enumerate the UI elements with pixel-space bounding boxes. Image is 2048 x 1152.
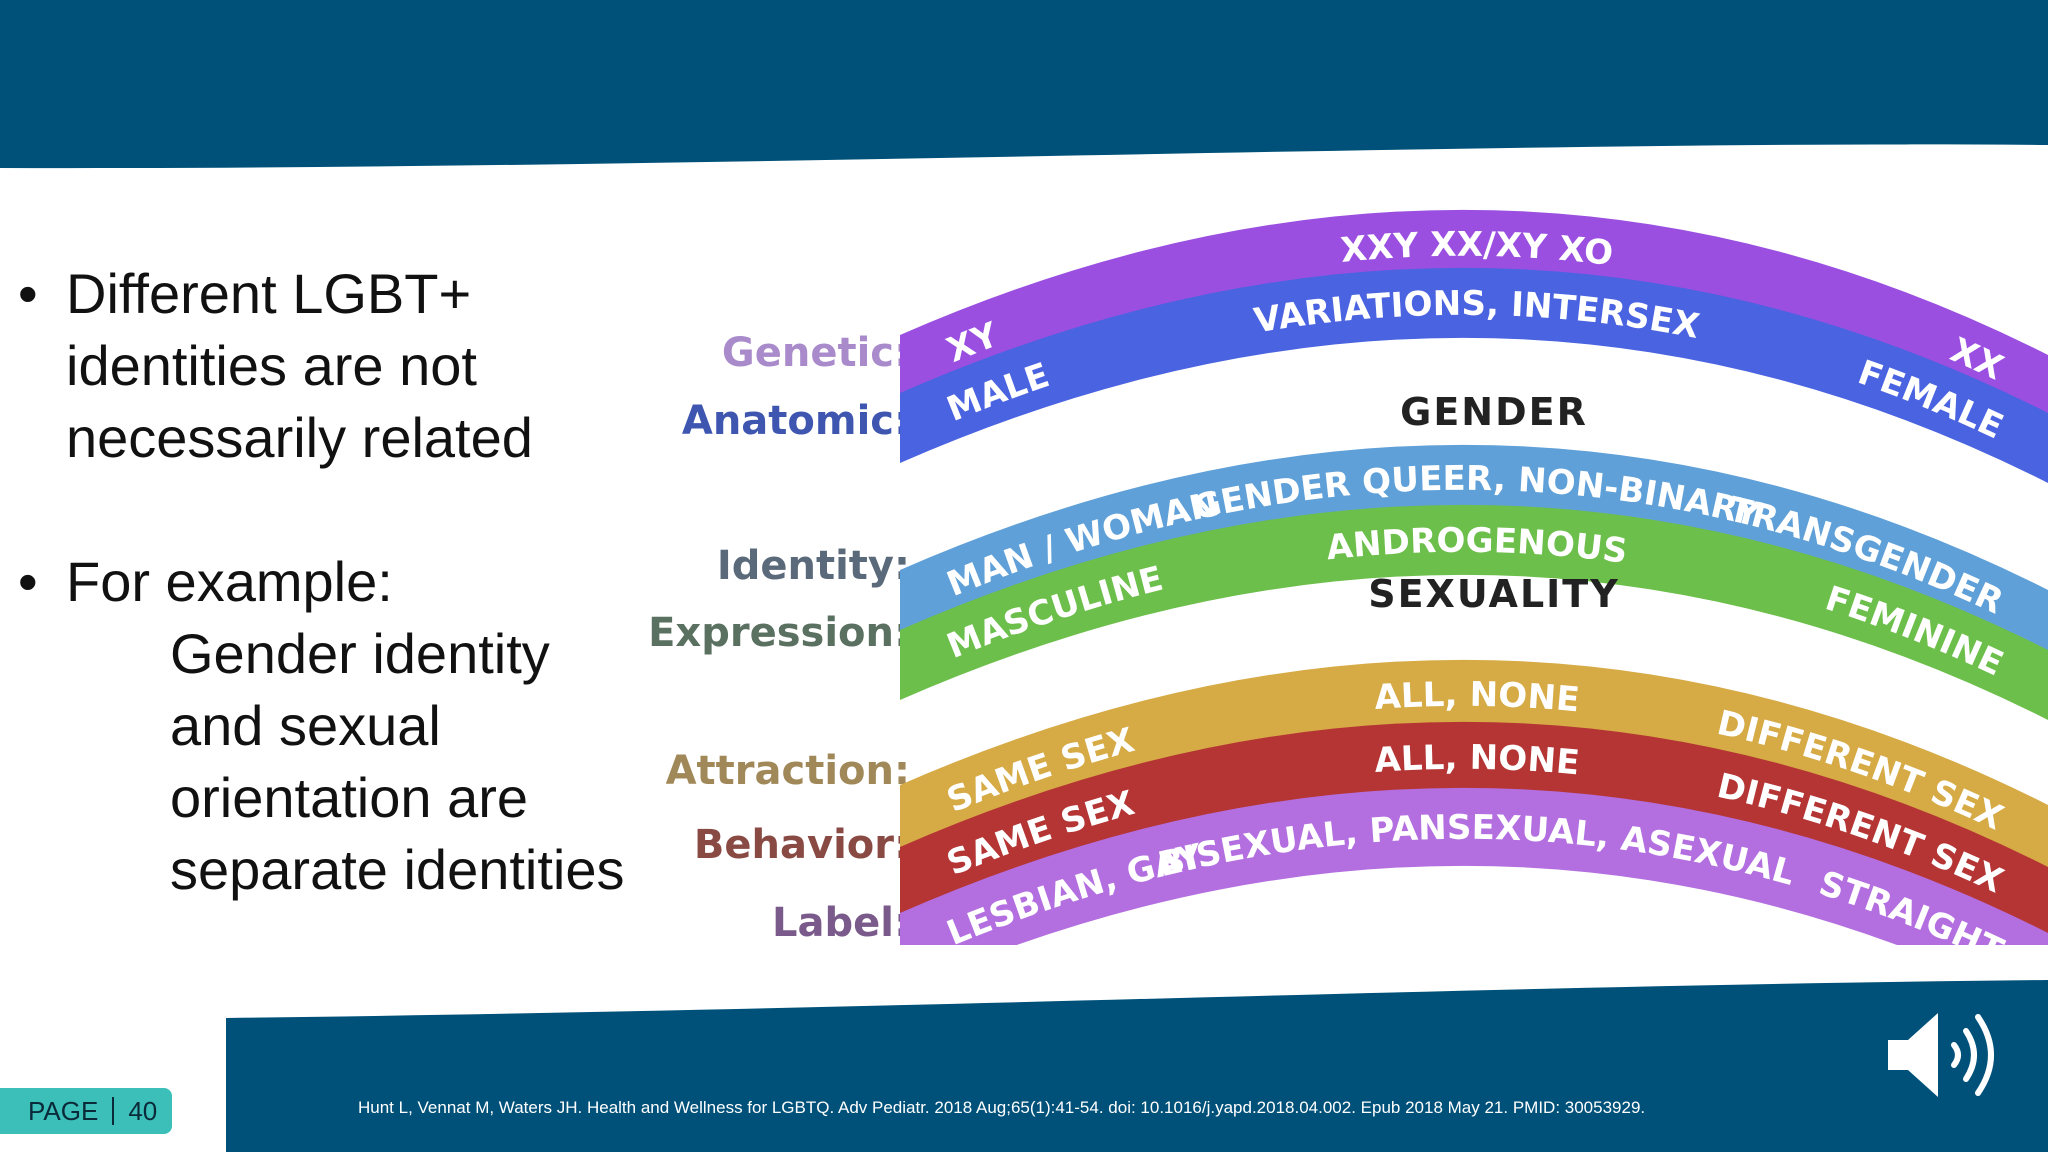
row-label-identity: Identity: [716, 543, 910, 589]
bullet-1-line-2: identities are not [66, 334, 477, 397]
page-number: 40 [128, 1095, 158, 1126]
row-label-behavior: Behavior: [693, 822, 910, 868]
sexuality-heading: SEXUALITY [1368, 572, 1620, 616]
row-label-genetic: Genetic: [721, 330, 910, 376]
bullet-2-lead: For example: [66, 550, 393, 613]
bullet-item-1: • Different LGBT+ identities are not nec… [18, 258, 678, 474]
band-behavior-middle-text: ALL, NONE [1373, 738, 1581, 784]
bullet-2-sub-line-2: and sexual [170, 694, 441, 757]
band-behavior [900, 721, 2048, 937]
bullet-1-line-3: necessarily related [66, 406, 533, 469]
page-number-badge: PAGE 40 [0, 1088, 172, 1134]
band-attraction-middle-text: ALL, NONE [1373, 675, 1581, 721]
bullet-2-sub-line-4: separate identities [170, 838, 625, 901]
page-label: PAGE [28, 1095, 99, 1126]
citation-text: Hunt L, Vennat M, Waters JH. Health and … [358, 1098, 1646, 1117]
row-label-attraction: Attraction: [665, 748, 910, 794]
page-divider [112, 1097, 115, 1125]
row-label-anatomic: Anatomic: [681, 398, 910, 444]
bullet-2-sub-line-1: Gender identity [170, 622, 550, 685]
band-expression [900, 504, 2048, 720]
band-genetic [900, 209, 2048, 423]
row-label-label: Label: [772, 900, 910, 946]
bullet-1-line-1: Different LGBT+ [66, 262, 472, 325]
footer-band [226, 980, 2048, 1152]
bullet-2-sub-line-3: orientation are [170, 766, 529, 829]
band-attraction [900, 659, 2048, 873]
band-anatomic [900, 267, 2048, 483]
band-label [900, 787, 2048, 945]
band-identity [900, 444, 2048, 656]
speaker-volume-icon[interactable] [1880, 1005, 2010, 1105]
bullet-list: • Different LGBT+ identities are not nec… [18, 258, 678, 906]
bullet-dot: • [18, 550, 38, 613]
gender-heading: GENDER [1400, 390, 1588, 434]
row-label-expression: Expression: [648, 610, 910, 656]
bullet-dot: • [18, 262, 38, 325]
bullet-item-2: • For example: Gender identity and sexua… [18, 546, 678, 906]
header-band [0, 0, 2048, 169]
